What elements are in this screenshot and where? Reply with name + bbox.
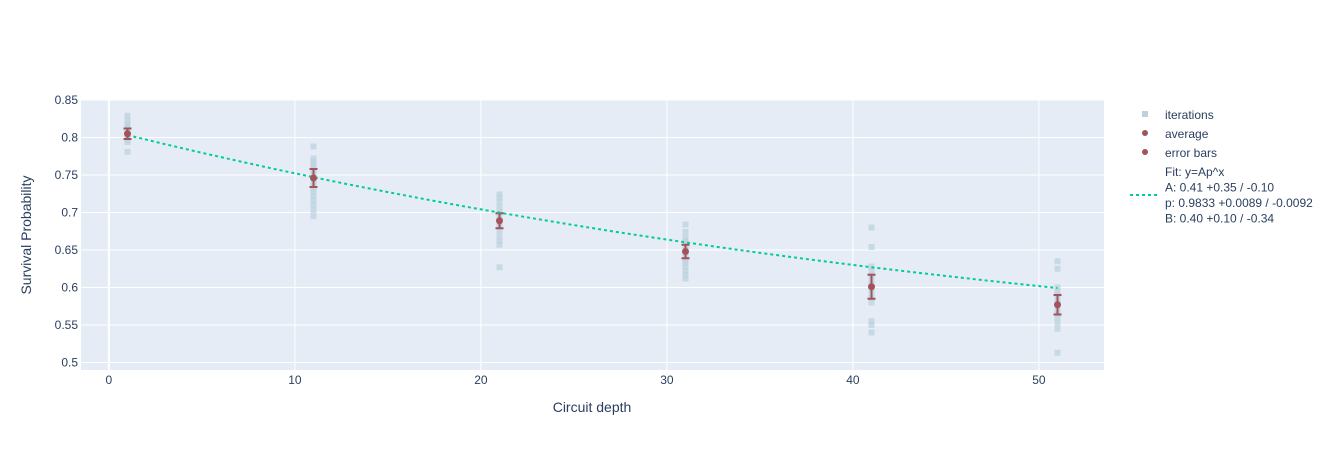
series-average xyxy=(124,130,1061,309)
average-point xyxy=(868,283,875,291)
x-tick-label: 50 xyxy=(1032,373,1046,387)
iteration-point xyxy=(682,275,689,282)
fit-line xyxy=(127,134,1058,290)
data-marks xyxy=(123,112,1062,356)
legend-fit-label-line: A: 0.41 +0.35 / -0.10 xyxy=(1165,181,1274,195)
iteration-point xyxy=(310,143,317,150)
x-axis-ticks: 0 10 20 30 40 50 xyxy=(106,373,1046,387)
legend-average-label: average xyxy=(1165,127,1209,141)
y-tick-label: 0.6 xyxy=(61,281,78,295)
iteration-point xyxy=(310,202,317,208)
iteration-point xyxy=(1054,288,1061,295)
iteration-point xyxy=(310,197,317,204)
iteration-point xyxy=(868,244,875,250)
iteration-point xyxy=(124,112,131,119)
iteration-point xyxy=(682,259,689,266)
legend-iterations-label: iterations xyxy=(1165,108,1214,122)
average-point xyxy=(124,130,131,138)
plot-background xyxy=(81,100,1104,370)
iteration-point xyxy=(310,213,317,220)
iteration-point xyxy=(1054,325,1061,332)
iteration-point xyxy=(1054,258,1061,265)
iteration-point xyxy=(496,204,503,211)
y-axis-ticks: 0.5 0.55 0.6 0.65 0.7 0.75 0.8 0.85 xyxy=(55,93,79,370)
legend-average-symbol xyxy=(1142,130,1148,136)
iteration-point xyxy=(1054,265,1061,272)
iteration-point xyxy=(868,322,875,328)
iteration-point xyxy=(310,207,317,214)
iteration-point xyxy=(682,221,689,228)
x-tick-label: 30 xyxy=(660,373,674,387)
iteration-point xyxy=(682,229,689,235)
legend-error-bars-symbol xyxy=(1142,149,1148,155)
y-tick-label: 0.55 xyxy=(55,318,79,332)
y-tick-label: 0.8 xyxy=(61,131,78,145)
iteration-point xyxy=(496,227,503,234)
legend: iterations average error bars Fit: y=Ap^x A:… xyxy=(1130,108,1313,226)
iteration-point xyxy=(682,268,689,274)
iteration-point xyxy=(310,185,317,192)
y-tick-label: 0.85 xyxy=(55,93,79,107)
average-point xyxy=(496,217,503,225)
x-tick-label: 20 xyxy=(474,373,488,387)
iteration-point xyxy=(868,224,875,231)
iteration-point xyxy=(1054,314,1061,321)
x-tick-label: 10 xyxy=(288,373,302,387)
iteration-point xyxy=(1054,349,1061,356)
iteration-point xyxy=(496,199,503,205)
iteration-point xyxy=(124,117,131,124)
iteration-point xyxy=(496,233,503,240)
iteration-point xyxy=(496,264,503,271)
y-tick-label: 0.7 xyxy=(61,206,78,220)
grid-lines xyxy=(81,99,1104,370)
iteration-point xyxy=(868,318,875,325)
y-tick-label: 0.75 xyxy=(55,168,79,182)
legend-fit-label-line: Fit: y=Ap^x xyxy=(1165,165,1224,179)
iteration-point xyxy=(496,194,503,201)
average-point xyxy=(682,248,689,255)
legend-error-bars-label: error bars xyxy=(1165,146,1217,160)
iteration-point xyxy=(124,139,131,145)
series-fit xyxy=(127,134,1058,290)
legend-fit-label-line: B: 0.40 +0.10 / -0.34 xyxy=(1165,212,1274,226)
legend-fit-label-line: p: 0.9833 +0.0089 / -0.0092 xyxy=(1165,196,1313,210)
y-tick-label: 0.65 xyxy=(55,243,79,257)
iteration-point xyxy=(124,148,131,155)
iteration-point xyxy=(496,238,503,244)
x-tick-label: 0 xyxy=(106,373,113,387)
iteration-point xyxy=(682,263,689,270)
y-axis-title: Survival Probability xyxy=(18,175,34,294)
iteration-point xyxy=(310,189,317,196)
legend-iterations-symbol xyxy=(1142,111,1148,117)
x-axis-title: Circuit depth xyxy=(553,399,632,415)
iteration-point xyxy=(868,329,875,336)
x-tick-label: 40 xyxy=(846,373,860,387)
iteration-point xyxy=(868,268,875,274)
iteration-point xyxy=(868,299,875,306)
iteration-point xyxy=(682,271,689,278)
iteration-point xyxy=(496,241,503,248)
average-point xyxy=(310,174,317,182)
iteration-point xyxy=(310,193,317,199)
average-point xyxy=(1054,301,1061,309)
iteration-point xyxy=(1054,319,1061,326)
y-tick-label: 0.5 xyxy=(61,356,78,370)
